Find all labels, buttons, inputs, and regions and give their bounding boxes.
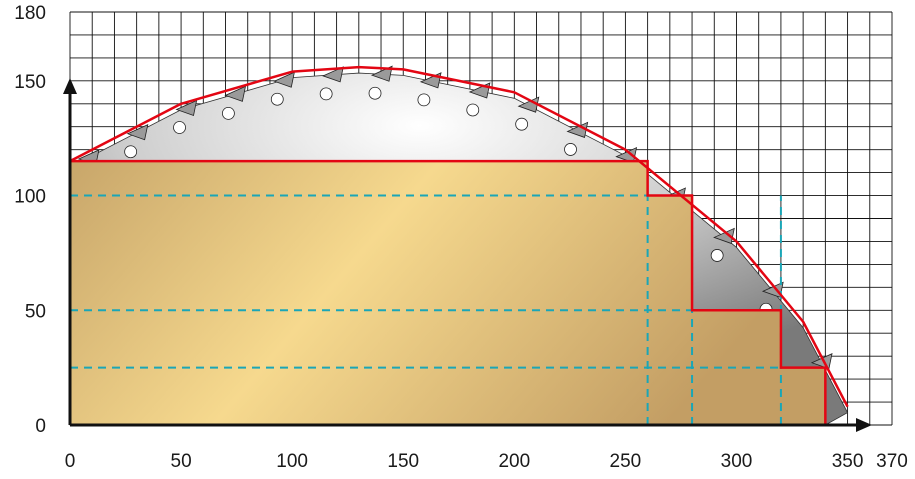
x-tick-label: 370: [876, 451, 908, 472]
blade-tooth: [126, 124, 149, 141]
blade-gullet: [319, 87, 333, 101]
blade-gullet: [515, 117, 529, 131]
cut-area-fill: [70, 161, 826, 425]
y-axis-arrow: [63, 78, 77, 94]
blade-gullet: [270, 92, 284, 106]
x-tick-label: 300: [721, 451, 753, 472]
y-tick-label: 150: [14, 72, 46, 93]
blade-gullet: [368, 86, 382, 100]
blade-gullet: [710, 249, 724, 262]
blade-gullet: [466, 103, 480, 117]
cut-area: [70, 161, 826, 425]
blade-tooth: [322, 66, 344, 83]
blade-gullet: [173, 121, 186, 134]
blade-tooth: [273, 71, 295, 88]
x-tick-label: 200: [498, 451, 530, 472]
x-axis-arrow: [856, 418, 872, 432]
blade-tooth: [713, 227, 735, 244]
x-tick-label: 0: [65, 451, 76, 472]
x-tick-label: 150: [387, 451, 419, 472]
profile-lines: [69, 65, 849, 425]
x-tick-label: 50: [171, 451, 192, 472]
blade-tooth: [175, 99, 198, 117]
y-tick-label: 100: [14, 187, 46, 208]
x-tick-label: 350: [832, 451, 864, 472]
tick-labels: 0 50 100 150 200 250 300 350 370 0 50 100 150 180: [14, 3, 908, 472]
blade-gullet: [564, 143, 577, 156]
y-tick-label: 50: [25, 301, 46, 322]
x-tick-label: 100: [276, 451, 308, 472]
blade-tooth: [370, 65, 393, 82]
blade-tooth: [615, 146, 638, 164]
blade-gullet: [417, 93, 431, 107]
y-tick-label: 180: [14, 3, 46, 24]
x-tick-label: 250: [610, 451, 642, 472]
blade-tooth: [224, 85, 247, 102]
blade-gullet: [124, 145, 138, 159]
blade-gullet: [221, 106, 235, 120]
y-tick-label: 0: [35, 416, 46, 437]
arc-profile-line: [69, 65, 849, 408]
step-profile-line: [70, 159, 827, 425]
axes: [63, 78, 872, 432]
